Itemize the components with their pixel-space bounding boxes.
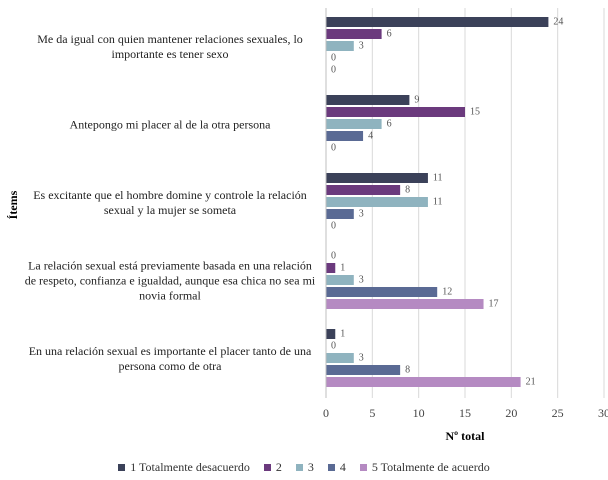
data-label: 15 [470, 106, 480, 117]
data-label: 3 [359, 208, 364, 219]
data-label: 0 [331, 64, 336, 75]
legend-label: 1 Totalmente desacuerdo [130, 460, 250, 474]
bar [326, 329, 336, 339]
data-label: 0 [331, 220, 336, 231]
legend-swatch [118, 464, 126, 471]
data-label: 12 [442, 286, 452, 297]
bar [326, 131, 364, 141]
data-label: 6 [387, 28, 392, 39]
category-label: La relación sexual está previamente basa… [24, 258, 316, 303]
x-tick-label: 0 [323, 406, 329, 420]
legend-item: 4 [327, 460, 346, 475]
data-label: 9 [414, 94, 419, 105]
legend-swatch [359, 464, 367, 471]
bar [326, 17, 549, 27]
legend-swatch [295, 464, 303, 471]
bar [326, 209, 354, 219]
x-tick-label: 20 [505, 406, 517, 420]
legend-item: 2 [263, 460, 282, 475]
x-axis-title: Nº total [446, 429, 486, 443]
bar [326, 41, 354, 51]
bar [326, 275, 354, 285]
bar [326, 173, 428, 183]
bar [326, 299, 484, 309]
data-label: 8 [405, 184, 410, 195]
category-label: Me da igual con quien mantener relacione… [37, 32, 303, 61]
x-tick-label: 10 [413, 406, 425, 420]
bar [326, 95, 410, 105]
data-label: 6 [387, 118, 392, 129]
bar [326, 287, 438, 297]
bar [326, 119, 382, 129]
data-label: 8 [405, 364, 410, 375]
legend-item: 5 Totalmente de acuerdo [359, 460, 490, 475]
category-label: Es excitante que el hombre domine y cont… [33, 188, 307, 217]
legend-label: 3 [307, 460, 314, 474]
x-tick-label: 15 [459, 406, 471, 420]
y-axis-title: Ítems [6, 190, 20, 219]
bar [326, 353, 354, 363]
legend-label: 4 [339, 460, 346, 474]
legend-label: 2 [275, 460, 282, 474]
data-label: 1 [340, 262, 345, 273]
legend-item: 3 [295, 460, 314, 475]
legend-swatch [263, 464, 271, 471]
data-label: 21 [526, 376, 536, 387]
x-tick-label: 30 [598, 406, 608, 420]
data-label: 0 [331, 142, 336, 153]
data-label: 3 [359, 352, 364, 363]
data-label: 0 [331, 52, 336, 63]
legend: 1 Totalmente desacuerdo 2 3 4 5 Totalmente d… [0, 460, 608, 475]
bar [326, 365, 401, 375]
category-label: Antepongo mi placer al de la otra person… [69, 117, 271, 132]
data-label: 11 [433, 196, 443, 207]
bar [326, 263, 336, 273]
data-label: 0 [331, 250, 336, 261]
category-label: En una relación sexual es importante el … [28, 344, 312, 373]
data-label: 4 [368, 130, 373, 141]
x-tick-label: 25 [552, 406, 564, 420]
legend-label: 5 Totalmente de acuerdo [371, 460, 490, 474]
bar [326, 29, 382, 39]
bar [326, 185, 401, 195]
data-label: 24 [553, 16, 563, 27]
legend-item: 1 Totalmente desacuerdo [118, 460, 250, 475]
legend-swatch [327, 464, 335, 471]
bar [326, 197, 428, 207]
data-label: 11 [433, 172, 443, 183]
data-label: 0 [331, 340, 336, 351]
bar [326, 377, 521, 387]
x-tick-label: 5 [369, 406, 375, 420]
bar [326, 107, 465, 117]
data-label: 1 [340, 328, 345, 339]
data-label: 3 [359, 274, 364, 285]
data-label: 3 [359, 40, 364, 51]
data-label: 17 [489, 298, 499, 309]
